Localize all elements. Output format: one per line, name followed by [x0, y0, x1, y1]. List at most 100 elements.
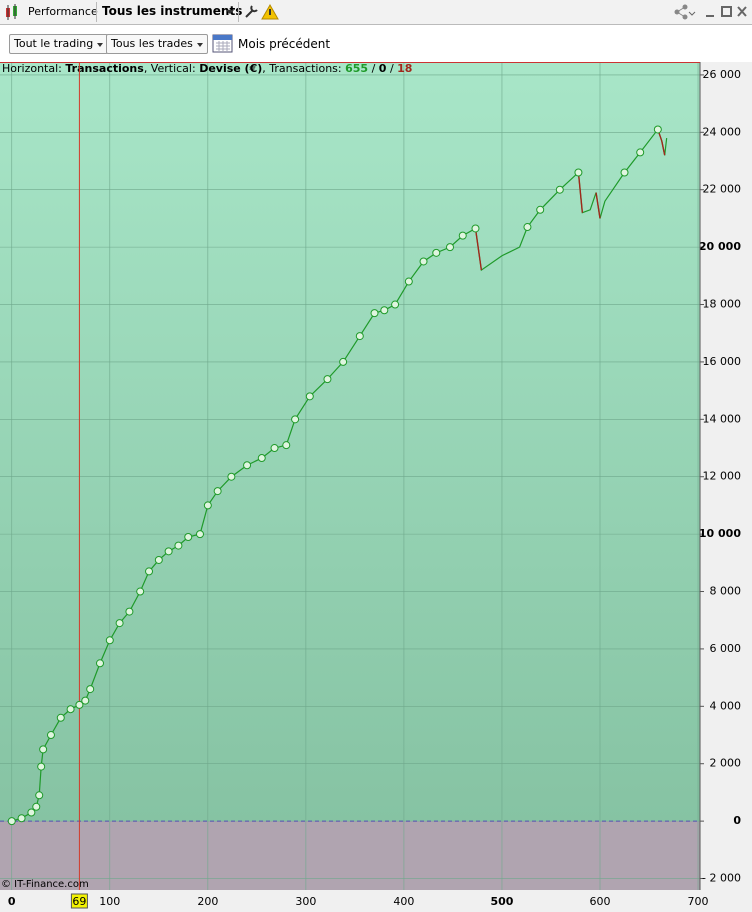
x-tick-label: 100	[99, 895, 120, 908]
x-tick-label: 600	[590, 895, 611, 908]
high-marker	[35, 791, 44, 800]
y-tick-label: 26 000	[703, 68, 742, 81]
high-marker	[125, 607, 134, 616]
high-marker	[81, 696, 90, 705]
high-marker	[574, 168, 583, 177]
high-marker	[523, 223, 532, 232]
header-part: 655	[345, 62, 368, 75]
high-marker	[37, 762, 46, 771]
high-marker	[636, 148, 645, 157]
high-marker	[39, 745, 48, 754]
y-tick-label: 4 000	[710, 699, 742, 712]
high-marker	[471, 224, 480, 233]
high-marker	[213, 487, 222, 496]
high-marker	[323, 375, 332, 384]
y-tick-label: 12 000	[703, 470, 742, 483]
y-tick-label: 18 000	[703, 298, 742, 311]
header-part: , Vertical:	[144, 62, 199, 75]
header-part: Devise (€)	[199, 62, 262, 75]
high-marker	[419, 257, 428, 266]
high-marker	[555, 185, 564, 194]
footer: © IT-Finance.com	[1, 879, 89, 890]
y-tick-label: 20 000	[699, 240, 741, 253]
high-marker	[46, 731, 55, 740]
header-part: 18	[397, 62, 412, 75]
x-tick-label: 400	[393, 895, 414, 908]
high-marker	[653, 125, 662, 134]
header-part: Horizontal:	[2, 62, 65, 75]
high-marker	[270, 444, 279, 453]
high-marker	[174, 541, 183, 550]
high-marker	[184, 532, 193, 541]
chart: Horizontal: Transactions, Vertical: Devi…	[0, 62, 752, 912]
high-marker	[17, 814, 26, 823]
x-tick-label: 700	[688, 895, 709, 908]
tool-icons[interactable]	[243, 2, 283, 22]
high-marker	[291, 415, 300, 424]
filter-bar: Tout le trading Tous les trades Mois pré…	[0, 25, 752, 62]
high-marker	[458, 231, 467, 240]
y-tick-label: 2 000	[710, 757, 742, 770]
y-tick-label: 10 000	[699, 527, 741, 540]
y-tick-label: 6 000	[710, 642, 742, 655]
app-icon	[6, 4, 17, 20]
period-label[interactable]: Mois précédent	[238, 37, 331, 51]
high-marker	[75, 700, 84, 709]
trades-select[interactable]: Tous les trades	[106, 34, 208, 54]
high-marker	[339, 357, 348, 366]
high-marker	[32, 802, 41, 811]
header-part: Transactions	[65, 62, 144, 75]
high-marker	[56, 713, 65, 722]
high-marker	[257, 454, 266, 463]
high-marker	[620, 168, 629, 177]
high-marker	[355, 332, 364, 341]
high-marker	[96, 659, 104, 668]
x-tick-label: 500	[490, 895, 513, 908]
y-tick-label: 22 000	[703, 183, 742, 196]
header-part: , Transactions:	[262, 62, 345, 75]
x-tick-label: 0	[8, 895, 16, 908]
y-tick-label: - 2 000	[702, 872, 741, 885]
high-marker	[432, 248, 441, 257]
high-marker	[243, 461, 252, 470]
header-part: /	[386, 62, 397, 75]
cursor-label: 69	[72, 895, 86, 908]
high-marker	[154, 555, 163, 564]
high-marker	[227, 472, 236, 481]
instruments-menu[interactable]: Tous les instruments	[102, 4, 243, 18]
high-marker	[446, 243, 454, 252]
drawdown-segment	[474, 228, 483, 271]
y-tick-label: 16 000	[703, 355, 742, 368]
trading-select[interactable]: Tout le trading	[9, 34, 109, 54]
high-marker	[136, 587, 145, 596]
toolbar: Performance Tous les instruments	[0, 0, 752, 25]
positive-area	[0, 62, 700, 822]
high-marker	[145, 567, 154, 576]
high-marker	[66, 705, 75, 714]
chart-header: Horizontal: Transactions, Vertical: Devi…	[2, 62, 412, 75]
drawdown-segment	[661, 140, 666, 156]
high-marker	[203, 501, 212, 510]
negative-area	[0, 821, 700, 890]
high-marker	[164, 547, 173, 556]
x-tick-label: 200	[197, 895, 218, 908]
cursor-badge	[70, 893, 88, 909]
tab[interactable]: Performance	[28, 5, 98, 18]
window-controls[interactable]	[672, 2, 752, 22]
high-marker	[370, 309, 379, 318]
high-marker	[305, 392, 314, 401]
high-marker	[7, 817, 16, 826]
high-marker	[115, 619, 124, 628]
high-marker	[391, 300, 400, 309]
high-marker	[404, 277, 413, 286]
calendar-icon[interactable]	[212, 32, 234, 54]
y-tick-label: 0	[733, 814, 741, 827]
high-marker	[536, 205, 545, 214]
y-tick-label: 24 000	[703, 125, 742, 138]
header-part: 0	[379, 62, 387, 75]
high-marker	[105, 636, 114, 645]
drawdown-segment	[595, 192, 601, 219]
high-marker	[27, 808, 36, 817]
drawdown-segment	[577, 172, 584, 213]
